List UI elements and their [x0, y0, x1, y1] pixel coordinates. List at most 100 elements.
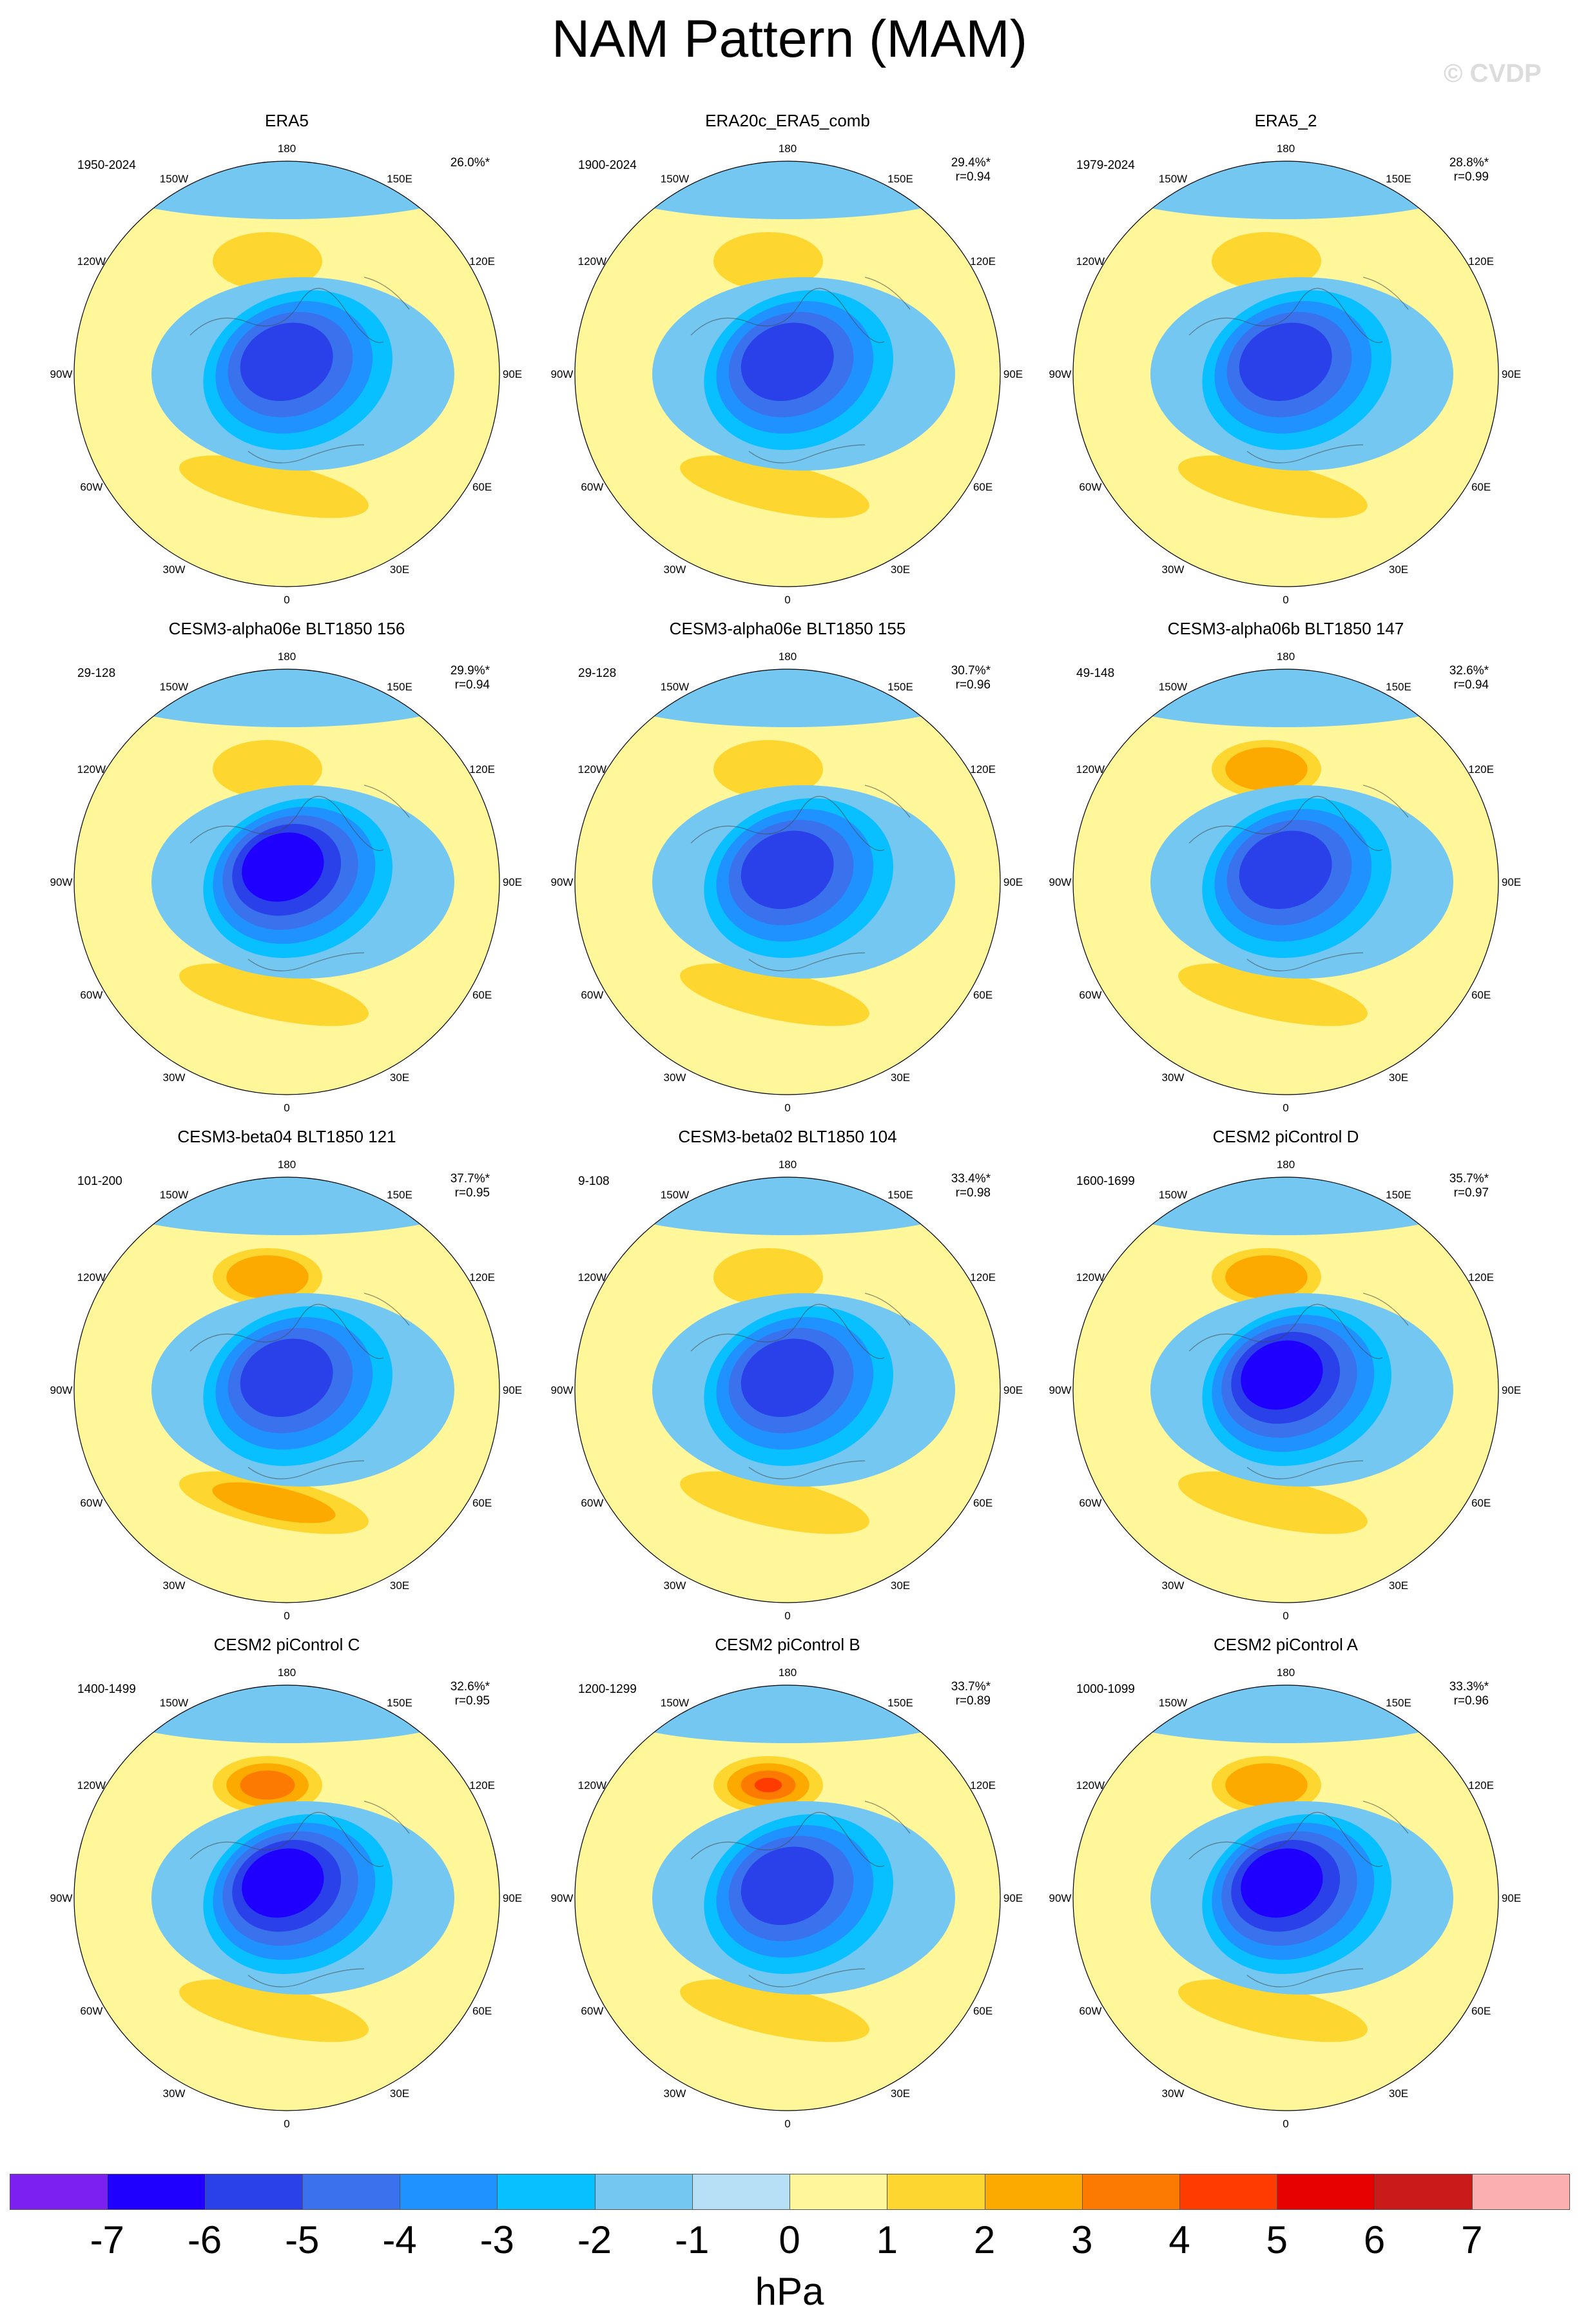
figure-title: NAM Pattern (MAM)	[551, 10, 1028, 68]
longitude-label: 150E	[887, 173, 913, 185]
longitude-label: 0	[784, 1610, 790, 1622]
colorbar-box	[204, 2174, 303, 2210]
longitude-label: 120W	[77, 1779, 106, 1792]
polar-map: 180 150E 120E 90E 60E 30E 0 30W 60W 90W 120W 150W	[1049, 1158, 1522, 1622]
polar-map: 180 150E 120E 90E 60E 30E 0 30W 60W 90W 120W 150W	[551, 1666, 1023, 2130]
arctic-low-contour	[1239, 322, 1332, 401]
colorbar	[10, 2174, 1570, 2210]
longitude-label: 90E	[1502, 876, 1521, 888]
map-panel: CESM3-alpha06e BLT1850 155 29-128 30.7%* r=…	[543, 619, 1032, 1140]
longitude-label: 90E	[1003, 1384, 1023, 1396]
longitude-label: 0	[1283, 594, 1288, 606]
panel-title: CESM3-beta02 BLT1850 104	[678, 1127, 897, 1146]
longitude-label: 90W	[551, 1384, 574, 1396]
atlantic-high-contour	[1178, 455, 1368, 518]
coastline	[690, 785, 911, 972]
panel-title: ERA5_2	[1254, 111, 1317, 130]
longitude-label: 60E	[1471, 989, 1491, 1001]
polar-map: 180 150E 120E 90E 60E 30E 0 30W 60W 90W 120W 150W	[1049, 142, 1522, 606]
atlantic-high-contour	[1178, 1471, 1368, 1534]
longitude-label: 60W	[1079, 481, 1101, 493]
pacific-high-contour	[713, 1248, 823, 1306]
longitude-label: 120W	[77, 1271, 106, 1284]
longitude-label: 30W	[664, 1071, 686, 1084]
longitude-label: 90W	[1049, 368, 1072, 380]
map-boundary	[73, 1684, 500, 2111]
arctic-low-contour	[741, 830, 834, 909]
coastline	[1188, 785, 1409, 972]
polar-map: 180 150E 120E 90E 60E 30E 0 30W 60W 90W 120W 150W	[50, 142, 523, 606]
longitude-label: 30W	[1162, 2087, 1185, 2100]
map-panel: CESM3-beta04 BLT1850 121 101-200 37.7%* r=0…	[42, 1127, 532, 1648]
longitude-label: 120E	[1468, 255, 1494, 268]
longitude-label: 60E	[472, 1497, 492, 1509]
longitude-label: 90W	[50, 1892, 73, 1904]
panel-pattern-correlation: r=0.98	[955, 1186, 991, 1200]
arctic-low-contour	[1241, 1848, 1323, 1918]
coastline	[189, 277, 410, 464]
longitude-label: 0	[1283, 1102, 1288, 1114]
longitude-label: 30W	[664, 2087, 686, 2100]
panel-years: 29-128	[77, 667, 116, 680]
longitude-label: 30E	[1389, 1579, 1408, 1592]
colorbar-tick-label: 5	[1266, 2218, 1288, 2261]
longitude-label: 120W	[578, 1271, 606, 1284]
atlantic-high-contour	[680, 455, 869, 518]
colorbar-tick-label: 0	[779, 2218, 800, 2261]
longitude-label: 60E	[472, 2005, 492, 2017]
colorbar-tick-label: 7	[1461, 2218, 1483, 2261]
longitude-label: 120W	[1076, 1779, 1105, 1792]
longitude-label: 120E	[469, 763, 495, 776]
longitude-label: 180	[779, 142, 797, 155]
longitude-label: 90W	[50, 368, 73, 380]
arctic-low-contour	[741, 1846, 834, 1925]
coastline	[1188, 277, 1409, 464]
colorbar-unit: hPa	[755, 2270, 824, 2313]
longitude-label: 180	[1277, 650, 1295, 663]
colorbar-tick-label: -4	[382, 2218, 417, 2261]
longitude-label: 150W	[1159, 1189, 1187, 1201]
longitude-label: 30E	[390, 2087, 409, 2100]
longitude-label: 120W	[1076, 1271, 1105, 1284]
panel-variance-explained: 29.4%*	[951, 156, 991, 170]
longitude-label: 30W	[163, 563, 186, 576]
colorbar-tick-label: 2	[973, 2218, 996, 2261]
longitude-label: 90E	[1003, 1892, 1023, 1904]
panel-variance-explained: 32.6%*	[1449, 664, 1489, 678]
colorbar-tick-label: -7	[90, 2218, 124, 2261]
longitude-label: 60E	[973, 1497, 993, 1509]
panel-variance-explained: 33.3%*	[1449, 1680, 1489, 1694]
colorbar-box	[1374, 2174, 1473, 2210]
polar-map: 180 150E 120E 90E 60E 30E 0 30W 60W 90W 120W 150W	[1049, 650, 1522, 1114]
longitude-label: 60E	[1471, 2005, 1491, 2017]
panel-variance-explained: 33.7%*	[951, 1680, 991, 1694]
panel-title: CESM3-alpha06e BLT1850 155	[669, 619, 906, 638]
longitude-label: 90E	[503, 876, 522, 888]
arctic-low-contour	[1239, 830, 1332, 909]
panel-title: CESM2 piControl A	[1214, 1635, 1358, 1654]
panel-pattern-correlation: r=0.95	[454, 1186, 490, 1200]
longitude-label: 60W	[581, 2005, 603, 2017]
longitude-label: 90W	[1049, 1892, 1072, 1904]
panel-years: 29-128	[578, 667, 617, 680]
map-panel: CESM2 piControl C 1400-1499 32.6%* r=0.95 18…	[42, 1635, 532, 2156]
longitude-label: 60W	[581, 481, 603, 493]
longitude-label: 30W	[1162, 1579, 1185, 1592]
colorbar-tick-label: -5	[285, 2218, 320, 2261]
negative-band-north	[594, 1685, 981, 1743]
atlantic-high-contour	[1178, 963, 1368, 1026]
longitude-label: 120E	[469, 255, 495, 268]
longitude-label: 0	[784, 2118, 790, 2130]
longitude-label: 90E	[1502, 368, 1521, 380]
arctic-low-contour	[1241, 1340, 1323, 1410]
panel-variance-explained: 26.0%*	[450, 156, 490, 170]
panel-pattern-correlation: r=0.96	[955, 678, 991, 692]
longitude-label: 120W	[578, 763, 606, 776]
polar-map: 180 150E 120E 90E 60E 30E 0 30W 60W 90W 120W 150W	[50, 1666, 523, 2130]
map-boundary	[1072, 1684, 1499, 2111]
longitude-label: 120E	[1468, 1779, 1494, 1792]
pacific-high-contour	[713, 740, 823, 798]
panel-title: CESM2 piControl C	[213, 1635, 360, 1654]
longitude-label: 30E	[1389, 563, 1408, 576]
pacific-high-contour	[713, 232, 823, 290]
